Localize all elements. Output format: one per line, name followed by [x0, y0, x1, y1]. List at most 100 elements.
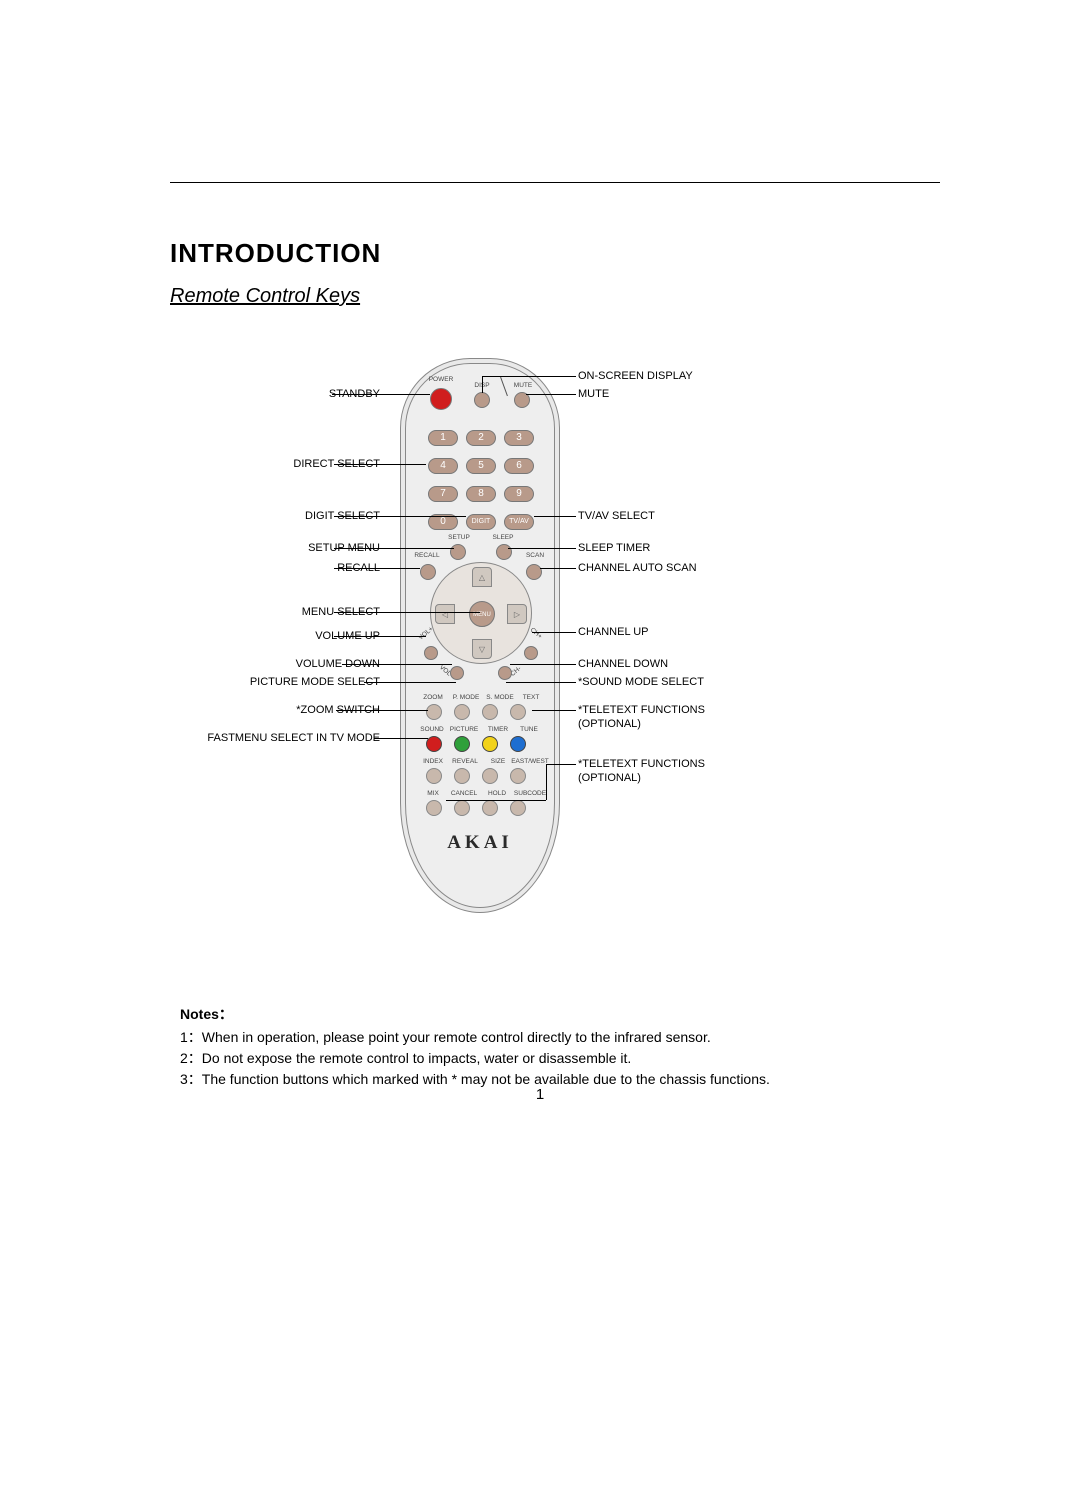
digit-2[interactable]: 2 [466, 430, 496, 446]
leader-chdown [510, 664, 576, 665]
ch-up-button[interactable] [524, 646, 538, 660]
callout-channel-scan: CHANNEL AUTO SCAN [578, 562, 697, 574]
menu-button[interactable]: MENU [469, 601, 495, 627]
leader-tt2-h [446, 800, 546, 801]
note-2: 2：Do not expose the remote control to im… [180, 1049, 940, 1068]
hold-label: HOLD [484, 790, 510, 797]
scan-button[interactable] [526, 564, 542, 580]
picture-label: PICTURE [448, 726, 480, 733]
tune-label: TUNE [516, 726, 542, 733]
leader-chup [532, 632, 576, 633]
note-2-text: Do not expose the remote control to impa… [202, 1050, 632, 1066]
smode-button[interactable] [482, 704, 498, 720]
brand-label: AKAI [406, 832, 554, 854]
reveal-button[interactable] [454, 768, 470, 784]
vol-up-button[interactable] [424, 646, 438, 660]
sleep-button[interactable] [496, 544, 512, 560]
nav-left[interactable]: ◁ [435, 604, 455, 624]
callout-fastmenu: FASTMENU SELECT IN TV MODE [207, 732, 380, 744]
digit-8[interactable]: 8 [466, 486, 496, 502]
leader-recall [334, 568, 420, 569]
sound-label: SOUND [418, 726, 446, 733]
sleep-label: SLEEP [488, 534, 518, 541]
zoom-button[interactable] [426, 704, 442, 720]
leader-osd [482, 376, 576, 377]
callout-mute: MUTE [578, 388, 609, 400]
callout-teletext-2b: (OPTIONAL) [578, 772, 641, 784]
page-subheading: Remote Control Keys [170, 285, 940, 308]
nav-down[interactable]: ▽ [472, 639, 492, 659]
callout-picture-mode: PICTURE MODE SELECT [250, 676, 380, 688]
note-1-prefix: 1： [180, 1029, 202, 1045]
digit-select-button[interactable]: DIGIT [466, 514, 496, 530]
leader-pmode [364, 682, 456, 683]
eastwest-button[interactable] [510, 768, 526, 784]
remote-inner: POWER DISP MUTE 1 2 3 4 5 6 7 8 9 [405, 363, 555, 908]
leader-standby [332, 394, 430, 395]
pmode-button[interactable] [454, 704, 470, 720]
nav-up[interactable]: △ [472, 567, 492, 587]
leader-teletext2 [546, 764, 576, 765]
digit-3[interactable]: 3 [504, 430, 534, 446]
pmode-label: P. MODE [450, 694, 482, 701]
leader-chscan [540, 568, 576, 569]
nav-pad: △ ▽ ◁ ▷ MENU [430, 562, 532, 664]
digit-6[interactable]: 6 [504, 458, 534, 474]
leader-setup [334, 548, 454, 549]
hold-button[interactable] [482, 800, 498, 816]
recall-button[interactable] [420, 564, 436, 580]
leader-tt2-v [546, 764, 547, 800]
subcode-label: SUBCODE [512, 790, 548, 797]
leader-menusel [334, 612, 480, 613]
digit-7[interactable]: 7 [428, 486, 458, 502]
callout-channel-up: CHANNEL UP [578, 626, 649, 638]
text-button[interactable] [510, 704, 526, 720]
smode-label: S. MODE [484, 694, 516, 701]
setup-label: SETUP [444, 534, 474, 541]
note-1-text: When in operation, please point your rem… [202, 1029, 711, 1045]
mix-button[interactable] [426, 800, 442, 816]
note-2-prefix: 2： [180, 1050, 202, 1066]
digit-1[interactable]: 1 [428, 430, 458, 446]
digit-4[interactable]: 4 [428, 458, 458, 474]
nav-right[interactable]: ▷ [507, 604, 527, 624]
yellow-button[interactable] [482, 736, 498, 752]
reveal-label: REVEAL [450, 758, 480, 765]
scan-label: SCAN [522, 552, 548, 559]
green-button[interactable] [454, 736, 470, 752]
leader-zoom [336, 710, 428, 711]
volplus-label: VOL+ [416, 624, 436, 642]
note-3-prefix: 3： [180, 1071, 202, 1087]
note-3-text: The function buttons which marked with *… [202, 1071, 770, 1087]
note-1: 1：When in operation, please point your r… [180, 1028, 940, 1047]
vol-down-button[interactable] [450, 666, 464, 680]
index-label: INDEX [420, 758, 446, 765]
setup-button[interactable] [450, 544, 466, 560]
callout-teletext-2: *TELETEXT FUNCTIONS [578, 758, 705, 770]
leader-volup [334, 636, 426, 637]
index-button[interactable] [426, 768, 442, 784]
disp-button[interactable] [474, 392, 490, 408]
tvav-button[interactable]: TV/AV [504, 514, 534, 530]
chplus-label: CH+ [526, 624, 546, 642]
mute-label: MUTE [510, 382, 536, 389]
blue-button[interactable] [510, 736, 526, 752]
leader-smode [506, 682, 576, 683]
power-button[interactable] [430, 388, 452, 410]
callout-teletext-1b: (OPTIONAL) [578, 718, 641, 730]
text-label: TEXT [519, 694, 543, 701]
digit-5[interactable]: 5 [466, 458, 496, 474]
digit-9[interactable]: 9 [504, 486, 534, 502]
size-button[interactable] [482, 768, 498, 784]
header-rule [170, 182, 940, 183]
callout-channel-down: CHANNEL DOWN [578, 658, 668, 670]
leader-fastmenu [374, 738, 428, 739]
cancel-button[interactable] [454, 800, 470, 816]
subcode-button[interactable] [510, 800, 526, 816]
callout-teletext-1: *TELETEXT FUNCTIONS [578, 704, 705, 716]
notes-block: Notes： 1：When in operation, please point… [180, 1005, 940, 1091]
eastwest-label: EAST/WEST [511, 758, 549, 765]
leader-teletext1 [532, 710, 576, 711]
ch-down-button[interactable] [498, 666, 512, 680]
red-button[interactable] [426, 736, 442, 752]
